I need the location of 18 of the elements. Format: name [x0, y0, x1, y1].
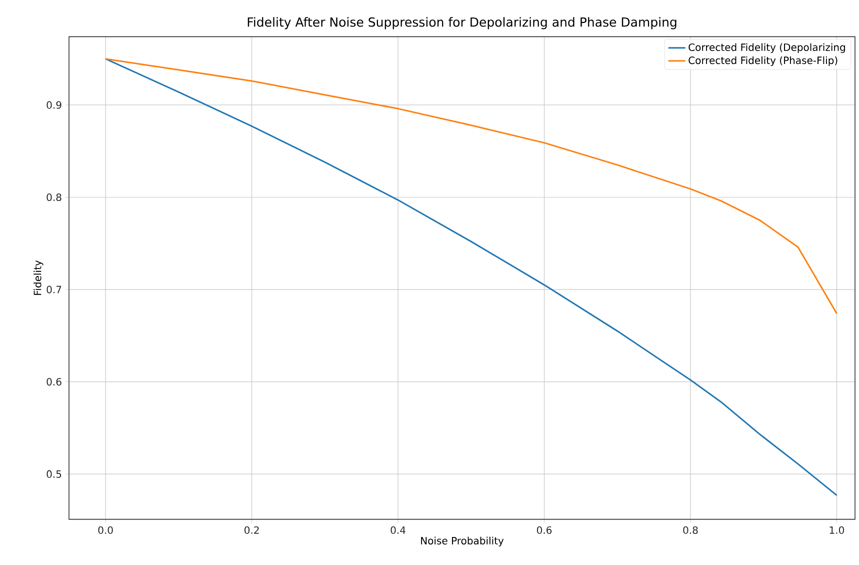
- y-tick-label: 0.8: [46, 193, 62, 202]
- x-tick-label: 0.4: [390, 526, 406, 534]
- x-axis-title: Noise Probability: [421, 536, 504, 546]
- y-tick-label: 0.9: [46, 101, 62, 109]
- y-tick-label: 0.5: [46, 470, 62, 478]
- legend-label: Corrected Fidelity (Depolarizing: [688, 43, 845, 53]
- y-tick-label: 0.7: [46, 286, 62, 294]
- chart-title: Fidelity After Noise Suppression for Depolarizing and Phase Damping: [248, 17, 676, 30]
- x-tick-label: 0.2: [244, 526, 259, 534]
- line-series: [104, 58, 838, 314]
- y-axis-title: Fidelity: [34, 260, 44, 295]
- legend-label: Corrected Fidelity (Phase-Flip): [688, 56, 838, 66]
- x-tick-label: 0.6: [536, 526, 552, 534]
- x-tick-label: 0.8: [683, 526, 698, 534]
- y-tick-label: 0.6: [46, 378, 62, 386]
- x-tick-label: 1.0: [830, 526, 844, 534]
- line-series: [104, 58, 838, 496]
- x-tick-label: 0.0: [98, 526, 113, 534]
